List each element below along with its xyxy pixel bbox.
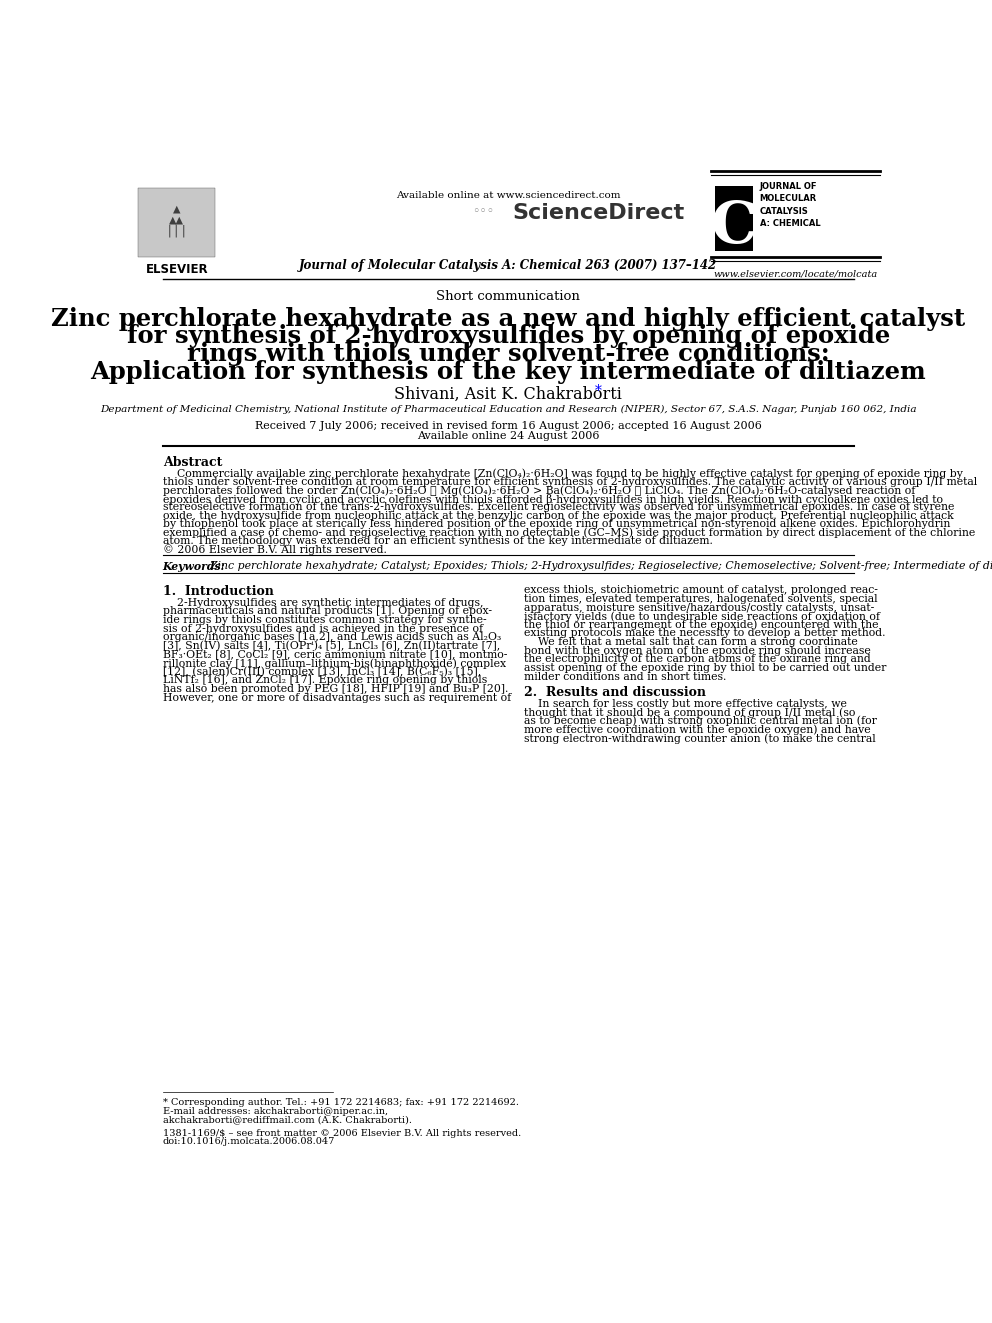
Text: [12], (salen)Cr(III) complex [13], InCl₃ [14], B(C₆F₅)₃ [15],: [12], (salen)Cr(III) complex [13], InCl₃… <box>163 667 481 677</box>
Text: Short communication: Short communication <box>436 290 580 303</box>
Text: apparatus, moisture sensitive/hazardous/costly catalysts, unsat-: apparatus, moisture sensitive/hazardous/… <box>524 602 874 613</box>
Text: 2-Hydroxysulfides are synthetic intermediates of drugs,: 2-Hydroxysulfides are synthetic intermed… <box>163 598 483 607</box>
Text: [3], Sn(IV) salts [4], Ti(OPrⁱ)₄ [5], LnCl₃ [6], Zn(II)tartrate [7],: [3], Sn(IV) salts [4], Ti(OPrⁱ)₄ [5], Ln… <box>163 640 500 651</box>
Text: We felt that a metal salt that can form a strong coordinate: We felt that a metal salt that can form … <box>524 638 858 647</box>
Text: tion times, elevated temperatures, halogenated solvents, special: tion times, elevated temperatures, halog… <box>524 594 878 605</box>
Text: stereoselective formation of the trans-2-hydroxysulfides. Excellent regioselecti: stereoselective formation of the trans-2… <box>163 503 954 512</box>
Text: Keywords:: Keywords: <box>163 561 225 572</box>
Text: Shivani, Asit K. Chakraborti: Shivani, Asit K. Chakraborti <box>395 386 622 404</box>
Text: 2.  Results and discussion: 2. Results and discussion <box>524 687 706 700</box>
Text: by thiophenol took place at sterically less hindered position of the epoxide rin: by thiophenol took place at sterically l… <box>163 519 950 529</box>
Text: Department of Medicinal Chemistry, National Institute of Pharmaceutical Educatio: Department of Medicinal Chemistry, Natio… <box>100 405 917 414</box>
Text: thiols under solvent-free condition at room temperature for efficient synthesis : thiols under solvent-free condition at r… <box>163 476 977 487</box>
Text: 1.  Introduction: 1. Introduction <box>163 585 274 598</box>
FancyBboxPatch shape <box>714 185 753 251</box>
Text: *: * <box>595 385 602 398</box>
Text: * Corresponding author. Tel.: +91 172 2214683; fax: +91 172 2214692.: * Corresponding author. Tel.: +91 172 22… <box>163 1098 519 1107</box>
Text: epoxides derived from cyclic and acyclic olefines with thiols afforded β-hydroxy: epoxides derived from cyclic and acyclic… <box>163 493 942 504</box>
Text: Zinc perchlorate hexahydrate as a new and highly efficient catalyst: Zinc perchlorate hexahydrate as a new an… <box>52 307 965 331</box>
Text: ScienceDirect: ScienceDirect <box>512 202 684 222</box>
Text: Available online 24 August 2006: Available online 24 August 2006 <box>418 431 599 442</box>
Text: strong electron-withdrawing counter anion (to make the central: strong electron-withdrawing counter anio… <box>524 733 876 744</box>
Text: bond with the oxygen atom of the epoxide ring should increase: bond with the oxygen atom of the epoxide… <box>524 646 871 656</box>
Text: rings with thiols under solvent-free conditions:: rings with thiols under solvent-free con… <box>187 343 829 366</box>
Text: sis of 2-hydroxysulfides and is achieved in the presence of: sis of 2-hydroxysulfides and is achieved… <box>163 623 483 634</box>
FancyBboxPatch shape <box>138 188 215 257</box>
Text: atom. The methodology was extended for an efficient synthesis of the key interme: atom. The methodology was extended for a… <box>163 536 712 546</box>
Text: Received 7 July 2006; received in revised form 16 August 2006; accepted 16 Augus: Received 7 July 2006; received in revise… <box>255 421 762 430</box>
Text: the electrophilicity of the carbon atoms of the oxirane ring and: the electrophilicity of the carbon atoms… <box>524 655 871 664</box>
Text: thought that it should be a compound of group I/II metal (so: thought that it should be a compound of … <box>524 708 855 718</box>
Text: more effective coordination with the epoxide oxygen) and have: more effective coordination with the epo… <box>524 725 871 736</box>
Text: perchlorates followed the order Zn(ClO₄)₂·6H₂O ≫ Mg(ClO₄)₂·6H₂O > Ba(ClO₄)₂·6H₂O: perchlorates followed the order Zn(ClO₄)… <box>163 486 916 496</box>
Text: However, one or more of disadvantages such as requirement of: However, one or more of disadvantages su… <box>163 692 511 703</box>
Text: assist opening of the epoxide ring by thiol to be carried out under: assist opening of the epoxide ring by th… <box>524 663 886 673</box>
Text: Abstract: Abstract <box>163 456 222 468</box>
Text: Application for synthesis of the key intermediate of diltiazem: Application for synthesis of the key int… <box>90 360 927 384</box>
Text: excess thiols, stoichiometric amount of catalyst, prolonged reac-: excess thiols, stoichiometric amount of … <box>524 585 878 595</box>
Text: © 2006 Elsevier B.V. All rights reserved.: © 2006 Elsevier B.V. All rights reserved… <box>163 545 387 556</box>
Text: Available online at www.sciencedirect.com: Available online at www.sciencedirect.co… <box>396 191 621 200</box>
Text: pharmaceuticals and natural products [1]. Opening of epox-: pharmaceuticals and natural products [1]… <box>163 606 492 617</box>
Text: ide rings by thiols constitutes common strategy for synthe-: ide rings by thiols constitutes common s… <box>163 615 486 624</box>
Text: organic/inorganic bases [1a,2], and Lewis acids such as Al₂O₃: organic/inorganic bases [1a,2], and Lewi… <box>163 632 501 642</box>
Text: Zinc perchlorate hexahydrate; Catalyst; Epoxides; Thiols; 2-Hydroxysulfides; Reg: Zinc perchlorate hexahydrate; Catalyst; … <box>203 561 992 570</box>
Text: milder conditions and in short times.: milder conditions and in short times. <box>524 672 726 681</box>
Text: ELSEVIER: ELSEVIER <box>146 263 208 275</box>
Text: Commercially available zinc perchlorate hexahydrate [Zn(ClO₄)₂·6H₂O] was found t: Commercially available zinc perchlorate … <box>163 468 962 479</box>
Text: isfactory yields (due to undesirable side reactions of oxidation of: isfactory yields (due to undesirable sid… <box>524 611 880 622</box>
Text: doi:10.1016/j.molcata.2006.08.047: doi:10.1016/j.molcata.2006.08.047 <box>163 1138 335 1147</box>
Text: existing protocols make the necessity to develop a better method.: existing protocols make the necessity to… <box>524 628 886 639</box>
Text: LiNTf₂ [16], and ZnCl₂ [17]. Epoxide ring opening by thiols: LiNTf₂ [16], and ZnCl₂ [17]. Epoxide rin… <box>163 675 487 685</box>
Text: ▲
▲▲
|||: ▲ ▲▲ ||| <box>166 202 187 238</box>
Text: C: C <box>710 198 757 255</box>
Text: Journal of Molecular Catalysis A: Chemical 263 (2007) 137–142: Journal of Molecular Catalysis A: Chemic… <box>300 259 717 271</box>
Text: ◦◦◦: ◦◦◦ <box>472 205 494 218</box>
Text: 1381-1169/$ – see front matter © 2006 Elsevier B.V. All rights reserved.: 1381-1169/$ – see front matter © 2006 El… <box>163 1129 521 1138</box>
Text: E-mail addresses: akchakraborti@niper.ac.in,: E-mail addresses: akchakraborti@niper.ac… <box>163 1106 388 1115</box>
Text: BF₃·OEt₂ [8], CoCl₂ [9], ceric ammonium nitrate [10], montmo-: BF₃·OEt₂ [8], CoCl₂ [9], ceric ammonium … <box>163 650 507 659</box>
Text: In search for less costly but more effective catalysts, we: In search for less costly but more effec… <box>524 699 847 709</box>
Text: oxide, the hydroxysulfide from nucleophilic attack at the benzylic carbon of the: oxide, the hydroxysulfide from nucleophi… <box>163 511 953 521</box>
Text: rillonite clay [11], gallium–lithium-bis(binaphthoxide) complex: rillonite clay [11], gallium–lithium-bis… <box>163 658 506 668</box>
Text: for synthesis of 2-hydroxysulfides by opening of epoxide: for synthesis of 2-hydroxysulfides by op… <box>127 324 890 348</box>
Text: www.elsevier.com/locate/molcata: www.elsevier.com/locate/molcata <box>714 270 878 279</box>
Text: the thiol or rearrangement of the epoxide) encountered with the: the thiol or rearrangement of the epoxid… <box>524 620 878 630</box>
Text: as to become cheap) with strong oxophilic central metal ion (for: as to become cheap) with strong oxophili… <box>524 716 877 726</box>
Text: exemplified a case of chemo- and regioselective reaction with no detectable (GC–: exemplified a case of chemo- and regiose… <box>163 528 975 538</box>
Text: has also been promoted by PEG [18], HFIP [19] and Bu₃P [20].: has also been promoted by PEG [18], HFIP… <box>163 684 508 693</box>
Text: JOURNAL OF
MOLECULAR
CATALYSIS
A: CHEMICAL: JOURNAL OF MOLECULAR CATALYSIS A: CHEMIC… <box>760 181 820 229</box>
Text: akchakraborti@rediffmail.com (A.K. Chakraborti).: akchakraborti@rediffmail.com (A.K. Chakr… <box>163 1115 412 1125</box>
